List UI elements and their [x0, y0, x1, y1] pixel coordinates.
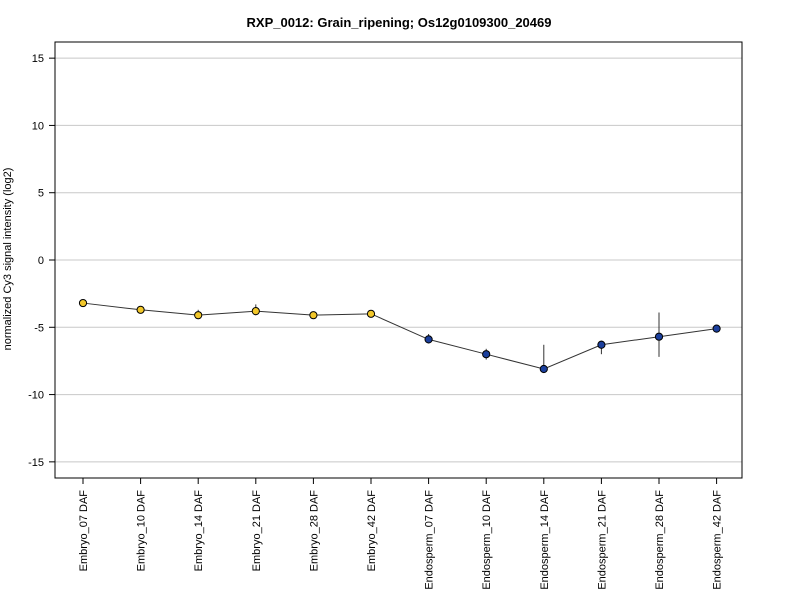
x-tick-label: Endosperm_21 DAF: [596, 490, 608, 590]
y-axis-label: normalized Cy3 signal intensity (log2): [2, 168, 14, 351]
series-layer: [78, 298, 721, 374]
x-tick-label: Endosperm_14 DAF: [539, 490, 551, 590]
y-tick-label: -15: [28, 457, 44, 469]
axes: -15 -10 -5 0 5 10 15 Embryo_07 DAF Embryo_10 DAF…: [28, 53, 724, 590]
x-tick-label: Embryo_42 DAF: [366, 490, 378, 572]
y-tick-label: -5: [34, 322, 44, 334]
x-tick-label: Endosperm_10 DAF: [481, 490, 493, 590]
y-tick-label: -10: [28, 390, 44, 402]
y-tick-label: 0: [38, 255, 44, 267]
data-point: [539, 364, 548, 374]
x-tick-label: Endosperm_28 DAF: [654, 490, 666, 590]
x-tick-label: Embryo_28 DAF: [308, 490, 320, 572]
data-point: [78, 298, 88, 308]
data-point: [482, 350, 491, 359]
y-tick-label: 10: [32, 120, 44, 132]
data-point: [136, 305, 145, 314]
x-tick-label: Embryo_10 DAF: [136, 490, 148, 572]
data-point: [597, 340, 606, 349]
x-tick-label: Embryo_21 DAF: [251, 490, 263, 572]
data-point: [424, 335, 433, 344]
data-point: [654, 332, 664, 341]
x-tick-label: Embryo_14 DAF: [193, 490, 205, 572]
x-tick-label: Endosperm_07 DAF: [424, 490, 436, 590]
x-tick-label: Embryo_07 DAF: [78, 490, 90, 572]
data-point: [194, 311, 203, 320]
y-tick-label: 5: [38, 188, 44, 200]
grid: [55, 57, 742, 463]
data-point: [366, 309, 376, 318]
data-point: [309, 311, 318, 320]
y-tick-label: 15: [32, 53, 44, 65]
x-tick-label: Endosperm_42 DAF: [712, 490, 724, 590]
data-point: [712, 324, 721, 333]
series-line: [82, 302, 717, 370]
chart-title: RXP_0012: Grain_ripening; Os12g0109300_2…: [247, 15, 552, 30]
data-point: [251, 307, 260, 316]
